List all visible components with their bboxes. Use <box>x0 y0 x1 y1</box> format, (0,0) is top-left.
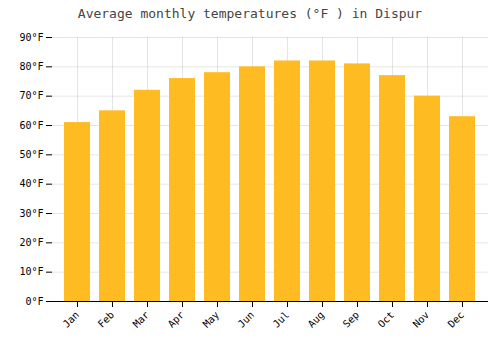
svg-text:40°F: 40°F <box>19 178 43 189</box>
svg-text:70°F: 70°F <box>19 90 43 101</box>
svg-text:60°F: 60°F <box>19 120 43 131</box>
html-text:Average monthly temperatures (: Average monthly temperatures (°F ) in Di… <box>77 6 423 21</box>
svg-text:May: May <box>201 309 222 330</box>
svg-text:Aug: Aug <box>306 309 327 330</box>
svg-text:Oct: Oct <box>376 309 397 330</box>
svg-text:Jul: Jul <box>271 309 292 330</box>
svg-text:Nov: Nov <box>411 309 432 330</box>
svg-text:20°F: 20°F <box>19 237 43 248</box>
svg-text:Apr: Apr <box>166 309 187 330</box>
svg-text:Jun: Jun <box>236 309 257 330</box>
svg-text:50°F: 50°F <box>19 149 43 160</box>
svg-text:Jan: Jan <box>61 309 82 330</box>
svg-text:Feb: Feb <box>96 309 117 330</box>
svg-text:Dec: Dec <box>446 309 467 330</box>
svg-text:80°F: 80°F <box>19 61 43 72</box>
svg-text:Mar: Mar <box>131 309 152 330</box>
svg-text:0°F: 0°F <box>25 296 43 307</box>
svg-text:10°F: 10°F <box>19 266 43 277</box>
svg-text:30°F: 30°F <box>19 208 43 219</box>
svg-text:Sep: Sep <box>341 309 362 330</box>
svg-text:90°F: 90°F <box>19 32 43 43</box>
